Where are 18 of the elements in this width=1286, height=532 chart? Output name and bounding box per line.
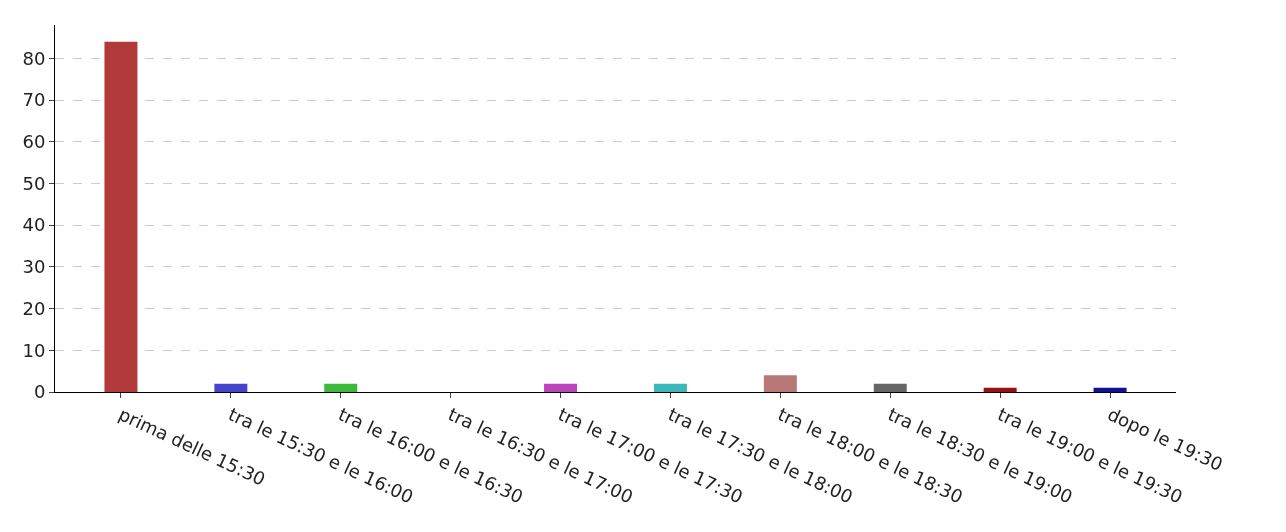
y-tick-label: 0: [33, 381, 46, 403]
bar: [324, 383, 358, 392]
bar: [214, 383, 248, 392]
y-tick-label: 10: [22, 339, 46, 361]
bar: [653, 383, 687, 392]
y-tick-label: 50: [22, 172, 46, 194]
bar: [1093, 387, 1127, 392]
bar: [544, 383, 578, 392]
y-tick-label: 60: [22, 131, 46, 153]
y-tick-label: 40: [22, 214, 46, 236]
y-tick-label: 70: [22, 89, 46, 111]
bar: [104, 41, 138, 392]
y-tick-label: 20: [22, 297, 46, 319]
bar: [983, 387, 1017, 392]
y-tick-label: 30: [22, 256, 46, 278]
bar: [873, 383, 907, 392]
bar: [763, 375, 797, 392]
y-tick-label: 80: [22, 47, 46, 69]
